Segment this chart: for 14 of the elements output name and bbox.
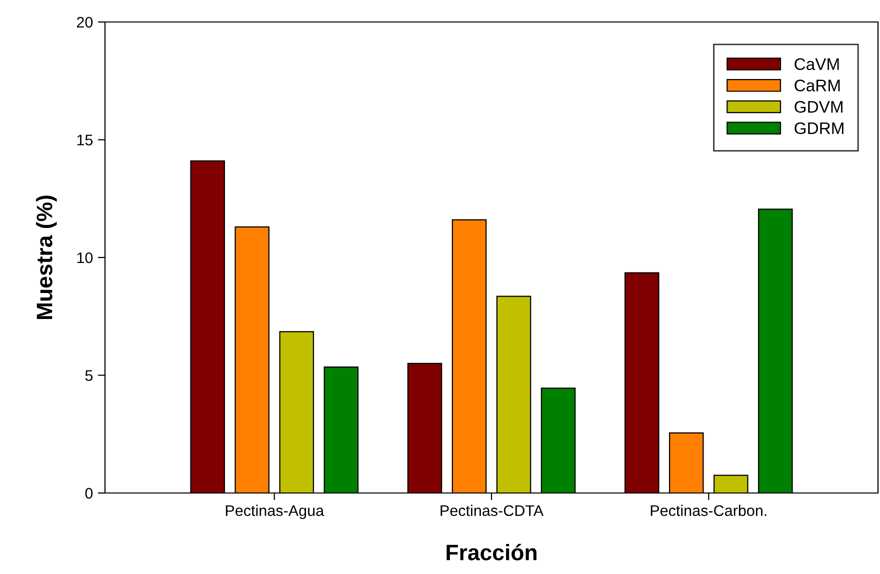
y-tick-label: 0 — [85, 488, 93, 499]
x-tick-label: Pectinas-Agua — [226, 504, 324, 520]
x-tick-label: Pectinas-CDTA — [440, 504, 544, 516]
legend-label: CaVM — [794, 58, 839, 70]
y-tick-label: 20 — [76, 16, 93, 28]
legend-label: GDVM — [794, 100, 842, 113]
y-tick-label: 10 — [77, 252, 93, 264]
y-tick-label: 15 — [77, 134, 93, 146]
y-axis-title: Muestra (%) — [36, 196, 57, 319]
y-tick-label: 5 — [85, 370, 93, 381]
x-axis-title: Fracción — [446, 544, 536, 560]
legend-label: CaRM — [794, 80, 840, 92]
x-tick-label: Pectinas-Carbon. — [650, 504, 766, 516]
legend-label: GDRM — [794, 122, 844, 134]
